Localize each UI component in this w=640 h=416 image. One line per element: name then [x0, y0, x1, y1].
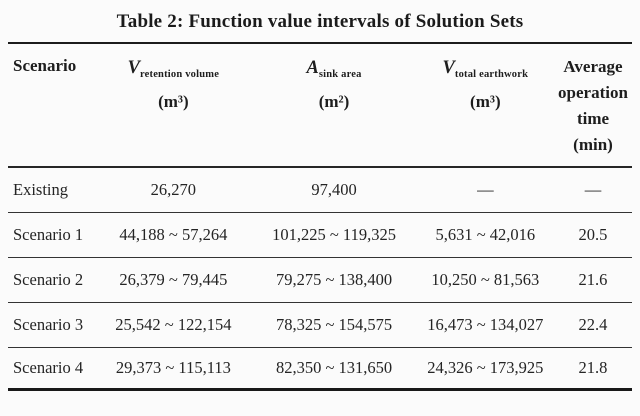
- variable-subscript: sink area: [318, 69, 362, 80]
- table-row-scenario-1: Scenario 1 44,188 ~ 57,264 101,225 ~ 119…: [8, 212, 632, 258]
- col-header-total-earthwork: Vtotal earthwork (m³): [416, 43, 554, 168]
- scenario-cell: Scenario 1: [8, 212, 96, 258]
- solution-sets-table: Scenario Vretention volume (m³) Asink ar…: [8, 42, 632, 391]
- retention-volume-cell: 26,270: [95, 167, 252, 213]
- sink-area-cell: 97,400: [251, 167, 417, 213]
- total-earthwork-cell: 10,250 ~ 81,563: [416, 257, 554, 303]
- col-header-scenario: Scenario: [8, 43, 96, 168]
- table-caption: Table 2: Function value intervals of Sol…: [116, 11, 524, 32]
- retention-volume-cell: 26,379 ~ 79,445: [95, 257, 252, 303]
- retention-volume-cell: 25,542 ~ 122,154: [95, 302, 252, 348]
- average-operation-time-label: Average operation time (min): [558, 57, 628, 154]
- total-earthwork-symbol: Vtotal earthwork: [417, 56, 554, 87]
- sink-area-cell: 101,225 ~ 119,325: [251, 212, 417, 258]
- variable-subscript: total earthwork: [454, 69, 529, 80]
- retention-volume-cell: 29,373 ~ 115,113: [95, 347, 252, 391]
- scenario-cell: Scenario 2: [8, 257, 96, 303]
- col-header-average-operation-time: Average operation time (min): [553, 43, 632, 168]
- col-header-sink-area: Asink area (m²): [251, 43, 417, 168]
- average-operation-time-cell: 21.8: [553, 347, 632, 391]
- col-header-retention-volume: Vretention volume (m³): [95, 43, 252, 168]
- average-operation-time-cell: —: [553, 167, 632, 213]
- total-earthwork-cell: 16,473 ~ 134,027: [416, 302, 554, 348]
- sink-area-unit: (m²): [318, 92, 350, 111]
- sink-area-symbol: Asink area: [251, 56, 416, 87]
- scenario-cell: Scenario 3: [8, 302, 96, 348]
- total-earthwork-unit: (m³): [470, 92, 501, 111]
- average-operation-time-cell: 20.5: [553, 212, 632, 258]
- table-row-scenario-4: Scenario 4 29,373 ~ 115,113 82,350 ~ 131…: [8, 347, 632, 391]
- total-earthwork-cell: 5,631 ~ 42,016: [416, 212, 554, 258]
- sink-area-cell: 82,350 ~ 131,650: [251, 347, 417, 391]
- average-operation-time-cell: 22.4: [553, 302, 632, 348]
- scenario-cell: Scenario 4: [8, 347, 96, 391]
- variable-symbol: V: [127, 58, 140, 78]
- retention-volume-symbol: Vretention volume: [95, 56, 251, 87]
- table-row-existing: Existing 26,270 97,400 — —: [8, 167, 632, 213]
- scenario-cell: Existing: [8, 167, 96, 213]
- average-operation-time-cell: 21.6: [553, 257, 632, 303]
- variable-symbol: A: [306, 58, 319, 78]
- total-earthwork-cell: 24,326 ~ 173,925: [416, 347, 554, 391]
- variable-subscript: retention volume: [139, 69, 220, 80]
- total-earthwork-cell: —: [416, 167, 554, 213]
- retention-volume-cell: 44,188 ~ 57,264: [95, 212, 252, 258]
- sink-area-cell: 78,325 ~ 154,575: [251, 302, 417, 348]
- table-row-scenario-2: Scenario 2 26,379 ~ 79,445 79,275 ~ 138,…: [8, 257, 632, 303]
- sink-area-cell: 79,275 ~ 138,400: [251, 257, 417, 303]
- retention-volume-unit: (m³): [158, 92, 189, 111]
- variable-symbol: V: [442, 58, 455, 78]
- table-row-scenario-3: Scenario 3 25,542 ~ 122,154 78,325 ~ 154…: [8, 302, 632, 348]
- header-row: Scenario Vretention volume (m³) Asink ar…: [8, 43, 632, 168]
- document-page: Table 2: Function value intervals of Sol…: [8, 11, 632, 391]
